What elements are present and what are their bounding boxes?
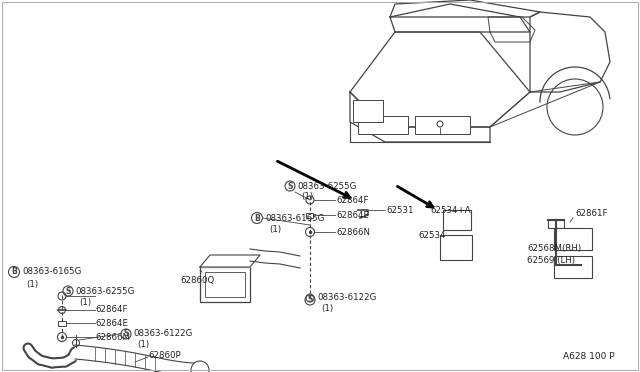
Text: 08363-6255G: 08363-6255G bbox=[75, 286, 134, 295]
Bar bbox=[548, 220, 564, 228]
Text: S: S bbox=[307, 295, 313, 305]
Bar bbox=[443, 210, 471, 230]
Polygon shape bbox=[350, 32, 530, 127]
Circle shape bbox=[191, 361, 209, 372]
Text: 62864F: 62864F bbox=[95, 305, 127, 314]
Text: (1): (1) bbox=[321, 305, 333, 314]
Text: 62864E: 62864E bbox=[336, 211, 369, 219]
Text: 62534: 62534 bbox=[418, 231, 445, 240]
Text: 62534+A: 62534+A bbox=[430, 205, 470, 215]
Text: 62569 (LH): 62569 (LH) bbox=[527, 256, 575, 264]
Text: (1): (1) bbox=[269, 224, 281, 234]
Bar bbox=[307, 212, 314, 218]
Bar bbox=[58, 321, 66, 326]
Text: 62866M: 62866M bbox=[95, 333, 130, 341]
Text: (1): (1) bbox=[137, 340, 149, 349]
Text: (1): (1) bbox=[301, 192, 313, 201]
Text: 62866N: 62866N bbox=[336, 228, 370, 237]
Polygon shape bbox=[390, 4, 530, 32]
Text: B: B bbox=[11, 267, 17, 276]
Text: 62531: 62531 bbox=[386, 205, 413, 215]
Text: 62864F: 62864F bbox=[336, 196, 369, 205]
Text: 62861F: 62861F bbox=[575, 208, 607, 218]
Text: S: S bbox=[65, 286, 70, 295]
Text: 62864E: 62864E bbox=[95, 318, 128, 327]
Bar bbox=[200, 267, 250, 302]
Bar bbox=[554, 256, 592, 278]
Polygon shape bbox=[350, 92, 490, 142]
Bar bbox=[205, 272, 245, 297]
Text: 08363-6255G: 08363-6255G bbox=[297, 182, 356, 190]
Text: B: B bbox=[254, 214, 260, 222]
Text: S: S bbox=[287, 182, 292, 190]
Text: 62860Q: 62860Q bbox=[180, 276, 214, 285]
Bar bbox=[554, 228, 592, 250]
Text: 62568M(RH): 62568M(RH) bbox=[527, 244, 581, 253]
Text: 08363-6122G: 08363-6122G bbox=[317, 294, 376, 302]
Text: 62860P: 62860P bbox=[148, 350, 180, 359]
Text: 08363-6122G: 08363-6122G bbox=[133, 330, 193, 339]
Bar bbox=[358, 116, 408, 134]
Bar bbox=[440, 235, 472, 260]
Polygon shape bbox=[200, 255, 260, 267]
Bar bbox=[415, 116, 470, 134]
Polygon shape bbox=[390, 0, 540, 17]
Text: A628 100 P: A628 100 P bbox=[563, 352, 615, 361]
Bar bbox=[353, 100, 383, 122]
Text: S: S bbox=[124, 330, 129, 339]
Text: 08363-6165G: 08363-6165G bbox=[265, 214, 324, 222]
Text: (1): (1) bbox=[79, 298, 91, 307]
Text: 08363-6165G: 08363-6165G bbox=[22, 267, 81, 276]
Polygon shape bbox=[530, 12, 610, 92]
Text: (1): (1) bbox=[26, 279, 38, 289]
